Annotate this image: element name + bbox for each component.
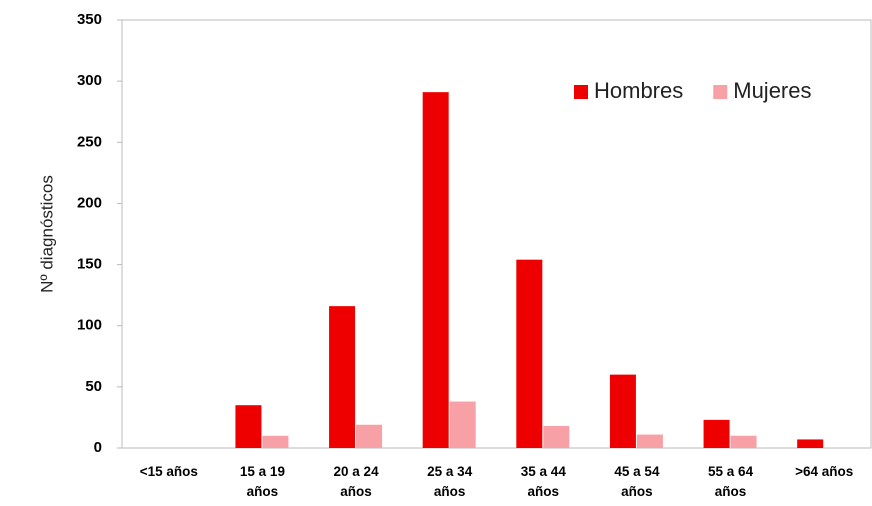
bar: [449, 401, 476, 448]
bar: [235, 405, 262, 448]
y-tick-label: 100: [77, 317, 102, 334]
y-tick-label: 200: [77, 194, 102, 211]
bar: [797, 439, 824, 448]
bar: [356, 424, 383, 448]
y-tick-label: 0: [94, 439, 102, 456]
legend-label: Mujeres: [733, 78, 811, 103]
bar: [730, 435, 757, 448]
y-tick-label: 150: [77, 256, 102, 273]
plot-area: [121, 19, 872, 449]
x-tick-label: 15 a 19 años: [239, 464, 285, 499]
bar: [516, 259, 543, 448]
y-tick-label: 350: [77, 11, 102, 28]
x-tick-label: 25 a 34 años: [427, 464, 473, 499]
x-tick-label: 20 a 24 años: [333, 464, 379, 499]
bar: [422, 92, 449, 449]
x-tick-label: 45 a 54 años: [614, 464, 660, 499]
bar: [543, 425, 570, 448]
legend-swatch: [713, 85, 728, 99]
bar: [703, 419, 730, 448]
x-tick-label: 35 a 44 años: [520, 464, 566, 499]
x-tick-label: >64 años: [795, 464, 854, 479]
legend-swatch: [574, 85, 588, 99]
y-tick-label: 250: [77, 133, 102, 150]
x-tick-label: 55 a 64 años: [708, 464, 754, 499]
y-axis-title: Nº diagnósticos: [37, 175, 56, 293]
bar: [636, 434, 663, 448]
bar: [609, 374, 636, 448]
bar: [262, 435, 289, 448]
bar: [329, 306, 356, 448]
legend-label: Hombres: [594, 78, 683, 103]
y-tick-label: 50: [85, 378, 102, 395]
y-tick-label: 300: [77, 72, 102, 89]
x-tick-label: <15 años: [139, 464, 198, 479]
